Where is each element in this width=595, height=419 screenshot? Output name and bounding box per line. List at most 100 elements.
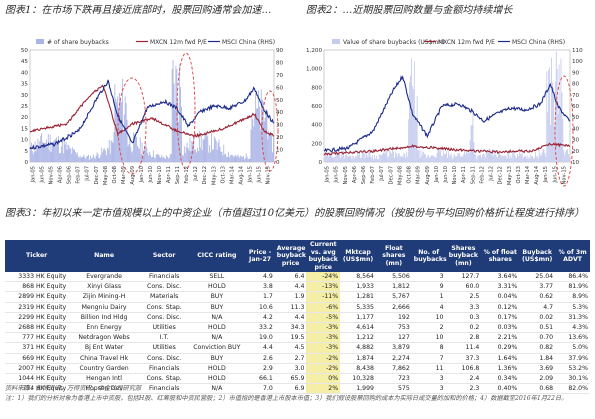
table-cell: N/A	[188, 332, 246, 344]
legend2-msci: MSCI China (RHS)	[512, 39, 565, 46]
buyback-bar	[476, 159, 478, 162]
table-cell: 33.2	[245, 322, 275, 334]
buyback-bar	[396, 156, 398, 162]
table-cell: BUY	[188, 302, 246, 313]
buyback-bar	[164, 158, 166, 162]
buyback-bar	[214, 138, 216, 162]
buyback-bar	[502, 155, 504, 162]
table-cell: 2,274	[375, 353, 412, 364]
buyback-bar	[462, 156, 463, 162]
table-cell: 0.03%	[481, 322, 520, 334]
buyback-bar	[85, 158, 87, 162]
table-cell: 5,767	[375, 291, 412, 303]
buyback-bar	[504, 155, 506, 162]
right-axis-tick: 20	[276, 135, 284, 141]
buyback-bar	[35, 151, 37, 162]
table-cell: Xinyi Glass	[68, 281, 140, 293]
buyback-bar	[194, 149, 196, 162]
buyback-bar	[415, 119, 417, 162]
buyback-bar	[353, 155, 355, 162]
figure1-highlight-2011	[176, 52, 196, 170]
table-cell: 0.82	[519, 342, 556, 354]
buyback-bar	[118, 109, 120, 162]
buyback-bar	[68, 145, 70, 162]
table-cell: 4.5	[274, 342, 307, 354]
buyback-bar	[437, 150, 439, 162]
buyback-bar	[387, 157, 389, 162]
table-cell: 5,506	[375, 272, 412, 283]
buyback-bar	[449, 155, 451, 162]
x-axis-tick: May-13	[211, 166, 217, 185]
buyback-bar	[49, 134, 51, 162]
buyback-bar	[539, 154, 541, 162]
table-cell: 3	[411, 272, 446, 283]
table-cell: 3.64%	[481, 272, 520, 283]
buyback-bar	[142, 155, 144, 162]
buyback-bar	[425, 154, 427, 162]
buyback-bar	[62, 153, 64, 162]
buyback-bar	[429, 156, 431, 162]
buyback-bar	[231, 155, 233, 162]
buyback-bar	[107, 149, 109, 162]
buyback-bar	[149, 151, 151, 162]
buyback-bar	[399, 155, 401, 162]
buyback-bar	[154, 158, 156, 162]
table-cell: 25.04	[519, 272, 556, 283]
table-cell: 3.69	[519, 363, 556, 375]
table-cell: 106.8	[445, 363, 482, 375]
figure1-msci-line	[29, 79, 275, 150]
buyback-bar	[256, 108, 258, 162]
buyback-bar	[514, 154, 516, 162]
buyback-bar	[60, 152, 61, 162]
column-header: Buyback (US$mn)	[519, 240, 556, 272]
buyback-bar	[524, 156, 526, 162]
buyback-bar	[354, 158, 356, 162]
buyback-bar	[58, 136, 59, 162]
table-row: 2007 HK Equity Country Garden Financials HO…	[5, 363, 590, 375]
buyback-bar	[119, 92, 120, 162]
buyback-bar	[533, 158, 534, 162]
buyback-bar	[257, 108, 258, 162]
buyback-bar	[31, 151, 33, 162]
buyback-bar	[200, 135, 202, 162]
buyback-bar	[446, 150, 447, 162]
table-cell: 0.04%	[481, 291, 520, 303]
buyback-bar	[243, 156, 244, 162]
buyback-bar	[483, 154, 485, 162]
table-cell: 2,666	[375, 302, 412, 313]
buyback-bar	[151, 157, 152, 162]
buyback-bar	[527, 155, 529, 162]
buyback-bar	[535, 156, 537, 162]
buyback-bar	[408, 119, 410, 162]
buyback-bar	[30, 142, 32, 162]
buyback-bar	[136, 145, 138, 162]
table-cell: 4.9	[245, 272, 275, 283]
buyback-bar	[141, 142, 143, 162]
buyback-bar	[416, 96, 418, 162]
x-axis-tick: Jan-15	[543, 166, 549, 183]
buyback-bar	[414, 117, 416, 162]
buyback-bar	[402, 157, 404, 162]
buyback-bar	[96, 152, 98, 162]
buyback-bar	[234, 155, 236, 162]
buyback-bar	[340, 158, 341, 162]
buyback-bar	[517, 153, 518, 162]
buyback-bar	[537, 158, 539, 162]
buyback-bar	[423, 152, 425, 162]
buyback-bar	[261, 99, 263, 162]
buyback-bar	[479, 155, 481, 162]
buyback-bar	[56, 137, 58, 162]
buyback-bar	[54, 139, 56, 162]
buyback-bar	[419, 158, 421, 162]
table-cell: 0.62	[519, 291, 556, 303]
x-axis-tick: May-08	[103, 166, 109, 185]
x-axis-tick: Mar-14	[229, 165, 235, 184]
x-axis-tick: Jun-05	[40, 166, 46, 184]
buyback-bar	[489, 149, 491, 162]
buyback-bar	[98, 158, 100, 162]
buyback-bar	[227, 156, 228, 162]
buyback-bar	[165, 158, 166, 162]
buyback-bar	[364, 157, 366, 162]
buyback-bar	[91, 158, 92, 162]
table-cell: 65.9	[274, 373, 307, 385]
